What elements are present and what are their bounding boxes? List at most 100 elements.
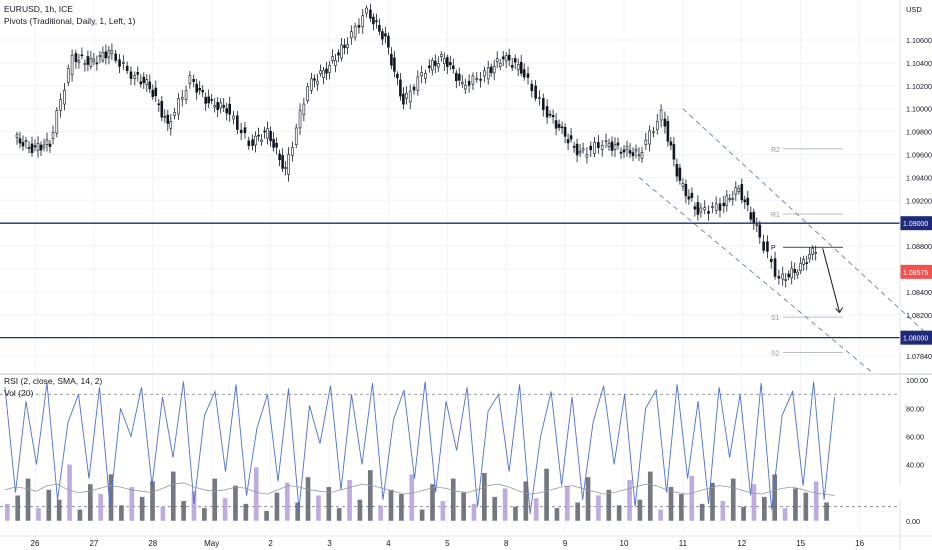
candle-body xyxy=(384,33,387,37)
rsi-title: RSI (2, close, SMA, 14, 2) xyxy=(4,376,102,386)
candle-body xyxy=(346,44,349,48)
volume-bar xyxy=(5,503,10,521)
candle-body xyxy=(42,144,46,148)
volume-bar xyxy=(399,494,404,521)
candle-body xyxy=(534,85,537,99)
candle-body xyxy=(129,71,133,79)
volume-bar xyxy=(316,495,321,521)
pivot-label: P xyxy=(771,245,776,252)
volume-bar xyxy=(564,485,570,521)
candle-body xyxy=(204,96,207,104)
candle-body xyxy=(163,116,167,118)
candle-body xyxy=(805,262,809,264)
time-tick-label: 8 xyxy=(504,539,509,548)
candle-body xyxy=(454,72,458,82)
candle-body xyxy=(585,154,589,158)
volume-bar xyxy=(575,502,581,521)
candle-body xyxy=(184,90,188,100)
candle-body xyxy=(769,258,773,262)
candle-body xyxy=(728,198,732,200)
candle-body xyxy=(254,135,257,146)
candle-body xyxy=(541,98,545,110)
candle-body xyxy=(198,87,201,91)
volume-bar xyxy=(233,485,238,521)
candle-body xyxy=(749,212,753,220)
candle-body xyxy=(291,147,294,156)
rsi-sma-line xyxy=(4,482,835,496)
candle-body xyxy=(177,98,180,115)
horizontal-lines[interactable]: 1.09000 1.08000 1.08575 xyxy=(0,216,932,345)
price-tick-label: 1.09200 xyxy=(906,196,932,205)
candle-body xyxy=(353,25,357,38)
time-tick-label: 5 xyxy=(445,539,450,548)
pivot-label: R1 xyxy=(771,212,780,219)
volume-bar xyxy=(689,475,695,521)
price-tick-label: 1.10000 xyxy=(906,105,932,114)
candle-body xyxy=(740,184,744,201)
candle-body xyxy=(554,120,558,129)
rsi-volume-pane[interactable] xyxy=(4,381,836,521)
candle-body xyxy=(427,65,431,69)
candle-body xyxy=(718,203,722,211)
price-tick-label: 1.09600 xyxy=(906,151,932,160)
volume-bar xyxy=(430,484,435,521)
candle-body xyxy=(86,56,90,65)
candles xyxy=(15,3,818,288)
candle-body xyxy=(631,152,635,157)
volume-bar xyxy=(710,482,715,521)
volume-bar xyxy=(668,487,674,521)
volume-bar xyxy=(627,480,632,521)
volume-bar xyxy=(274,492,280,521)
candle-body xyxy=(405,93,408,99)
candle-body xyxy=(15,134,19,138)
candle-body xyxy=(463,85,467,90)
candle-body xyxy=(381,31,384,40)
candle-body xyxy=(125,65,129,71)
volume-bar xyxy=(295,502,301,521)
volume-bar xyxy=(658,509,663,521)
candle-body xyxy=(501,56,505,60)
volume-bar xyxy=(699,503,705,521)
candle-body xyxy=(328,65,331,74)
candle-body xyxy=(228,103,231,115)
candle-body xyxy=(154,87,158,96)
candle-body xyxy=(45,139,49,145)
candle-body xyxy=(236,115,239,130)
candle-body xyxy=(699,207,703,213)
candle-body xyxy=(412,86,416,91)
volume-bar xyxy=(139,496,145,521)
volume-bar xyxy=(502,488,508,521)
symbol-title: EURUSD, 1h, ICE xyxy=(4,4,73,14)
candle-body xyxy=(243,127,247,134)
candle-body xyxy=(396,73,399,79)
candle-body xyxy=(607,143,611,148)
projection-arrow[interactable] xyxy=(822,248,844,314)
candle-body xyxy=(619,151,623,154)
candle-body xyxy=(260,139,263,142)
candle-body xyxy=(589,145,593,151)
candle-body xyxy=(169,121,173,129)
candle-body xyxy=(210,99,213,101)
candle-body xyxy=(145,79,149,85)
volume-bar xyxy=(440,501,446,521)
candle-body xyxy=(507,54,511,61)
descending-channel[interactable] xyxy=(638,108,932,373)
candle-body xyxy=(133,75,137,79)
time-tick-label: 12 xyxy=(737,539,746,548)
rsi-tick-label: 60.00 xyxy=(906,432,924,441)
volume-bar xyxy=(762,496,767,521)
rsi-last-tag-bg xyxy=(899,485,932,501)
candle-body xyxy=(77,60,81,63)
candle-body xyxy=(148,81,152,90)
candle-body xyxy=(101,52,105,61)
candle-body xyxy=(808,253,812,260)
candle-body xyxy=(471,75,475,85)
price-tick-label: 1.08800 xyxy=(906,242,932,251)
price-tick-label: 1.10400 xyxy=(906,59,932,68)
price-pane[interactable]: R2 R1 P S1 S2 1.09000 1.08000 1.08575 xyxy=(0,3,932,373)
volume-bar xyxy=(450,478,456,521)
volume-bar xyxy=(813,481,819,521)
volume-bar xyxy=(647,471,653,521)
volume-bar xyxy=(793,488,798,521)
volume-bar xyxy=(824,502,829,521)
